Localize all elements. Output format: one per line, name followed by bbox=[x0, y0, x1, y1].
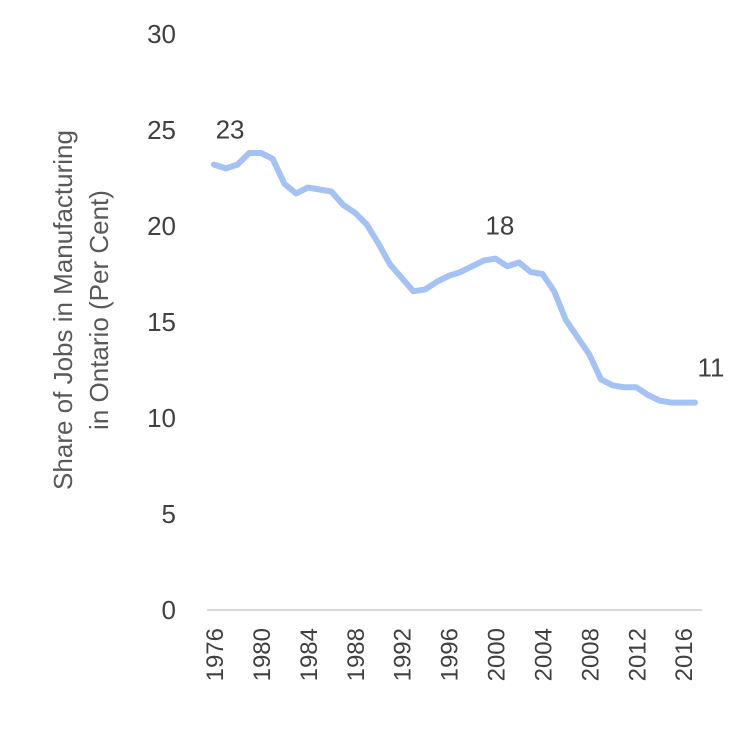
x-tick-label: 1984 bbox=[296, 628, 323, 681]
x-tick-label: 2008 bbox=[577, 628, 604, 681]
series-line-manufacturing-share bbox=[211, 150, 698, 406]
x-axis-ticks: 1976 1980 1984 1988 1992 1996 2000 2004 2008 2012… bbox=[202, 628, 698, 681]
y-tick-label: 15 bbox=[147, 307, 176, 337]
x-tick-label: 2012 bbox=[624, 628, 651, 681]
data-label: 18 bbox=[485, 211, 514, 241]
x-tick-label: 1980 bbox=[249, 628, 276, 681]
x-tick-label: 2004 bbox=[530, 628, 557, 681]
y-tick-label: 5 bbox=[162, 499, 176, 529]
y-tick-label: 10 bbox=[147, 403, 176, 433]
data-labels: 23 18 11 bbox=[216, 115, 725, 383]
x-tick-label: 1992 bbox=[390, 628, 417, 681]
data-label: 23 bbox=[216, 115, 245, 145]
y-axis-title-line-2: in Ontario (Per Cent) bbox=[84, 190, 114, 430]
y-tick-label: 0 bbox=[162, 595, 176, 625]
x-tick-label: 2016 bbox=[671, 628, 698, 681]
x-tick-label: 1988 bbox=[343, 628, 370, 681]
x-tick-label: 2000 bbox=[484, 628, 511, 681]
x-tick-label: 1996 bbox=[437, 628, 464, 681]
data-label: 11 bbox=[697, 353, 724, 383]
y-tick-label: 20 bbox=[147, 211, 176, 241]
y-axis-ticks: 0 5 10 15 20 25 30 bbox=[147, 19, 176, 625]
y-tick-label: 25 bbox=[147, 115, 176, 145]
x-tick-label: 1976 bbox=[202, 628, 229, 681]
y-tick-label: 30 bbox=[147, 19, 176, 49]
y-axis-title-line-1: Share of Jobs in Manufacturing bbox=[48, 130, 78, 490]
